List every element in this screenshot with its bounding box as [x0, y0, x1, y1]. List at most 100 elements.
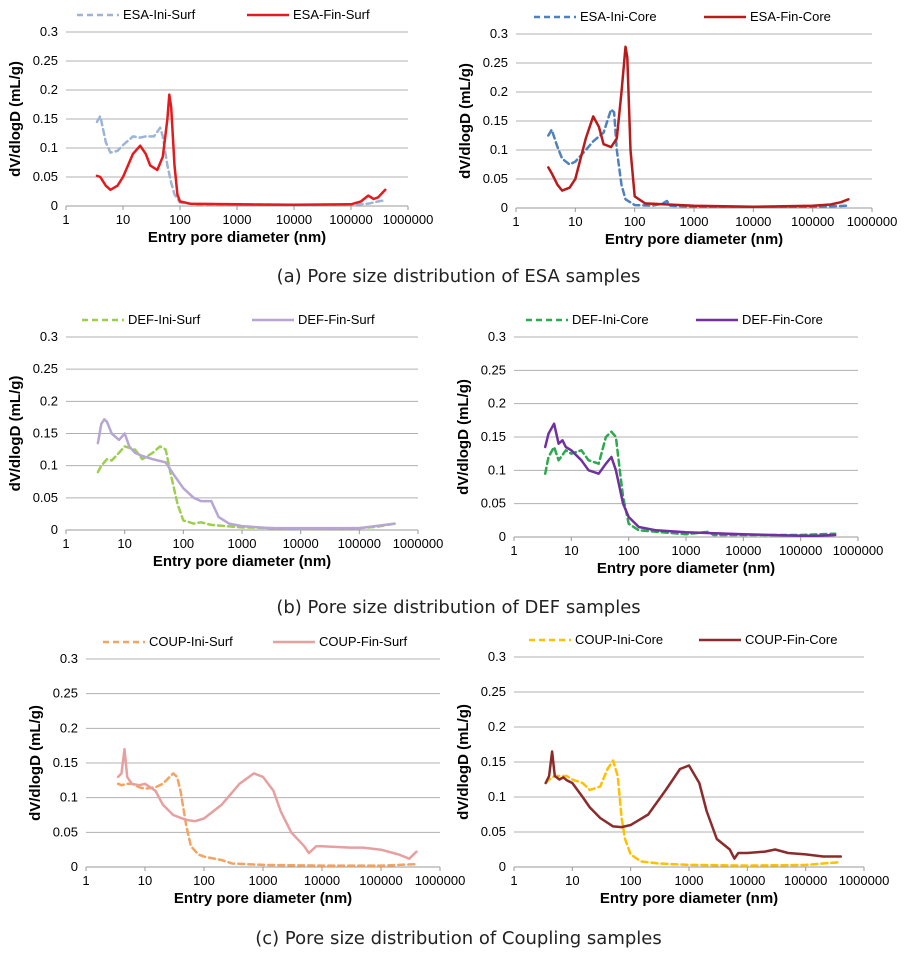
y-tick-label: 0.1	[490, 142, 508, 157]
y-tick-label: 0	[51, 522, 58, 537]
series-line-2	[96, 418, 396, 530]
x-tick-label: 1000	[228, 536, 257, 551]
y-tick-label: 0.3	[40, 24, 58, 39]
x-tick-label: 10	[116, 212, 130, 227]
y-tick-label: 0.05	[483, 171, 508, 186]
x-tick-label: 1000000	[383, 212, 434, 227]
y-tick-label: 0.1	[40, 458, 58, 473]
y-tick-label: 0.25	[33, 361, 58, 376]
series-line-2	[116, 747, 418, 860]
legend-label-2: ESA-Fin-Surf	[293, 7, 370, 22]
y-tick-label: 0.15	[481, 429, 506, 444]
x-tick-label: 100000	[329, 212, 372, 227]
legend-label-1: COUP-Ini-Core	[575, 632, 663, 647]
x-tick-label: 1000000	[839, 873, 890, 888]
y-axis-label: dV/dlogD (mL/g)	[455, 704, 472, 820]
x-tick-label: 100000	[338, 536, 381, 551]
series-line-2	[544, 750, 843, 860]
x-tick-label: 10000	[304, 873, 340, 888]
x-tick-label: 10	[138, 873, 152, 888]
chart-esa-core: 0 0.05 0.1 0.15 0.2 0.25 0.3 1 10 100 1000 10000 100…	[457, 9, 898, 248]
legend-label-1: DEF-Ini-Core	[572, 312, 649, 327]
x-tick-label: 10	[564, 543, 578, 558]
chart-def-surf: 0 0.05 0.1 0.15 0.2 0.25 0.3 1 10 100 1000 10000 100…	[7, 312, 444, 570]
y-axis-label: dV/dlogD (mL/g)	[455, 379, 472, 495]
y-tick-label: 0.25	[53, 686, 78, 701]
x-tick-label: 1000	[249, 873, 278, 888]
caption-esa: (a) Pore size distribution of ESA sample…	[276, 266, 641, 287]
x-tick-label: 100000	[779, 543, 822, 558]
legend-label-2: DEF-Fin-Surf	[298, 312, 375, 327]
x-tick-label: 1000000	[393, 536, 444, 551]
x-tick-label: 100	[172, 536, 194, 551]
y-tick-label: 0.1	[60, 790, 78, 805]
y-axis-label: dV/dlogD (mL/g)	[457, 63, 474, 179]
chart-def-core: 0 0.05 0.1 0.15 0.2 0.25 0.3 1 10 100 1000 10000 100…	[455, 312, 883, 577]
x-tick-label: 1000	[672, 543, 701, 558]
x-tick-label: 100000	[784, 873, 827, 888]
x-axis-label: Entry pore diameter (nm)	[174, 890, 352, 907]
y-tick-label: 0.2	[490, 84, 508, 99]
y-tick-label: 0.1	[488, 462, 506, 477]
y-tick-label: 0	[51, 198, 58, 213]
legend-label-1: DEF-Ini-Surf	[128, 312, 201, 327]
y-tick-label: 0.1	[488, 789, 506, 804]
x-tick-label: 100000	[791, 214, 834, 229]
legend-label-2: ESA-Fin-Core	[750, 9, 831, 24]
x-tick-label: 1000	[675, 873, 704, 888]
series-line-2	[547, 45, 850, 209]
y-tick-label: 0.05	[53, 824, 78, 839]
y-tick-label: 0	[501, 200, 508, 215]
legend-label-2: COUP-Fin-Core	[745, 632, 837, 647]
x-tick-label: 1000000	[415, 873, 466, 888]
y-tick-label: 0.2	[40, 82, 58, 97]
y-tick-label: 0.15	[481, 754, 506, 769]
x-tick-label: 100	[169, 212, 191, 227]
x-tick-label: 10	[568, 214, 582, 229]
x-tick-label: 1	[62, 212, 69, 227]
x-tick-label: 10	[117, 536, 131, 551]
x-tick-label: 100	[624, 214, 646, 229]
y-tick-label: 0.05	[33, 169, 58, 184]
y-tick-label: 0	[499, 859, 506, 874]
y-tick-label: 0.25	[481, 362, 506, 377]
x-tick-label: 1	[510, 873, 517, 888]
y-tick-label: 0.3	[60, 651, 78, 666]
series-line-1	[544, 759, 843, 867]
x-axis-label: Entry pore diameter (nm)	[600, 890, 778, 907]
y-tick-label: 0.2	[60, 720, 78, 735]
caption-def: (b) Pore size distribution of DEF sample…	[276, 597, 641, 618]
y-tick-label: 0.3	[40, 329, 58, 344]
x-tick-label: 100000	[359, 873, 402, 888]
y-tick-label: 0.1	[40, 140, 58, 155]
series-line-2	[95, 93, 387, 207]
y-tick-label: 0.25	[483, 55, 508, 70]
legend-label-2: COUP-Fin-Surf	[319, 634, 408, 649]
x-tick-label: 1	[62, 536, 69, 551]
x-tick-label: 100	[618, 543, 640, 558]
y-axis-label: dV/dlogD (mL/g)	[7, 376, 24, 492]
y-tick-label: 0	[71, 859, 78, 874]
y-tick-label: 0.3	[490, 26, 508, 41]
y-axis-label: dV/dlogD (mL/g)	[7, 61, 24, 177]
chart-esa-surf: 0 0.05 0.1 0.15 0.2 0.25 0.3 1 10 100 1000 10000 100…	[7, 7, 434, 246]
x-tick-label: 1	[510, 543, 517, 558]
y-tick-label: 0.25	[481, 684, 506, 699]
x-tick-label: 1000	[223, 212, 252, 227]
y-tick-label: 0.2	[488, 396, 506, 411]
x-tick-label: 1000	[680, 214, 709, 229]
x-tick-label: 1000000	[847, 214, 898, 229]
x-tick-label: 10000	[729, 873, 765, 888]
y-tick-label: 0.15	[483, 113, 508, 128]
series-line-2	[543, 422, 837, 537]
y-tick-label: 0.05	[481, 824, 506, 839]
y-tick-label: 0.15	[53, 755, 78, 770]
y-tick-label: 0.3	[488, 329, 506, 344]
y-tick-label: 0.15	[33, 426, 58, 441]
x-tick-label: 100	[193, 873, 215, 888]
caption-coup: (c) Pore size distribution of Coupling s…	[255, 928, 662, 949]
y-tick-label: 0.2	[40, 393, 58, 408]
x-tick-label: 10000	[735, 214, 771, 229]
legend-label-1: ESA-Ini-Core	[580, 9, 657, 24]
x-tick-label: 1	[82, 873, 89, 888]
